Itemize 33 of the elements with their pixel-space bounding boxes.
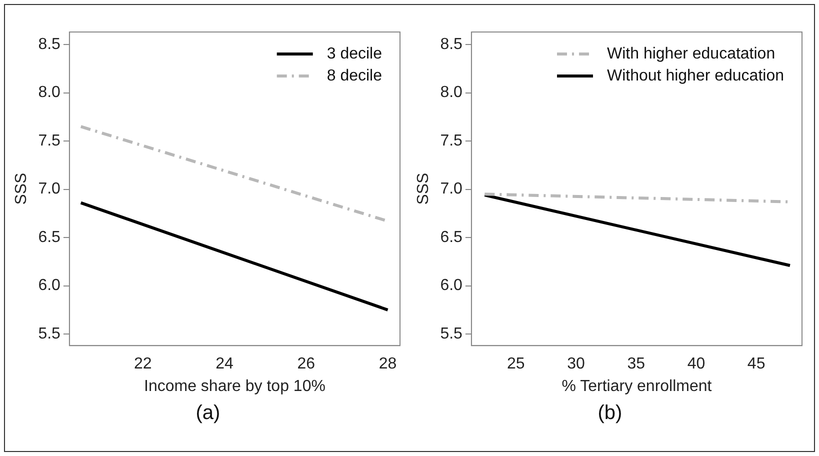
legend-label: 3 decile <box>326 45 382 62</box>
x-tick-label: 22 <box>134 356 152 373</box>
legend-label: With higher educatation <box>607 45 776 62</box>
y-tick-label: 6.0 <box>38 277 61 294</box>
legend-label: 8 decile <box>326 67 382 84</box>
x-tick-label: 30 <box>567 356 586 373</box>
y-axis-title: SSS <box>13 172 30 205</box>
x-axis-title: % Tertiary enrollment <box>562 378 712 395</box>
y-tick-label: 6.5 <box>440 228 463 246</box>
y-tick-label: 5.5 <box>440 325 463 342</box>
x-tick-label: 25 <box>507 356 525 373</box>
x-tick-label: 35 <box>627 356 646 373</box>
y-tick-label: 8.0 <box>38 84 61 102</box>
y-tick-label: 7.0 <box>38 180 61 198</box>
y-tick-label: 8.5 <box>38 36 61 53</box>
legend-label: Without higher education <box>607 67 784 84</box>
y-tick-label: 7.5 <box>440 132 463 150</box>
y-tick-label: 6.0 <box>440 277 463 294</box>
text: (b) <box>598 402 622 425</box>
y-tick-label: 5.5 <box>38 325 61 342</box>
y-axis-title: SSS <box>415 172 432 205</box>
x-axis-title: Income share by top 10% <box>144 378 326 395</box>
y-tick-label: 7.5 <box>38 132 61 150</box>
x-tick-label: 45 <box>747 356 766 373</box>
text: (a) <box>196 402 220 425</box>
y-tick-label: 8.5 <box>440 36 463 53</box>
x-tick-label: 24 <box>216 356 234 373</box>
y-tick-label: 7.0 <box>440 180 463 198</box>
x-tick-label: 28 <box>378 356 397 373</box>
y-tick-label: 6.5 <box>38 228 61 246</box>
x-tick-label: 26 <box>297 356 316 373</box>
x-tick-label: 40 <box>687 356 706 373</box>
y-tick-label: 8.0 <box>440 84 463 102</box>
